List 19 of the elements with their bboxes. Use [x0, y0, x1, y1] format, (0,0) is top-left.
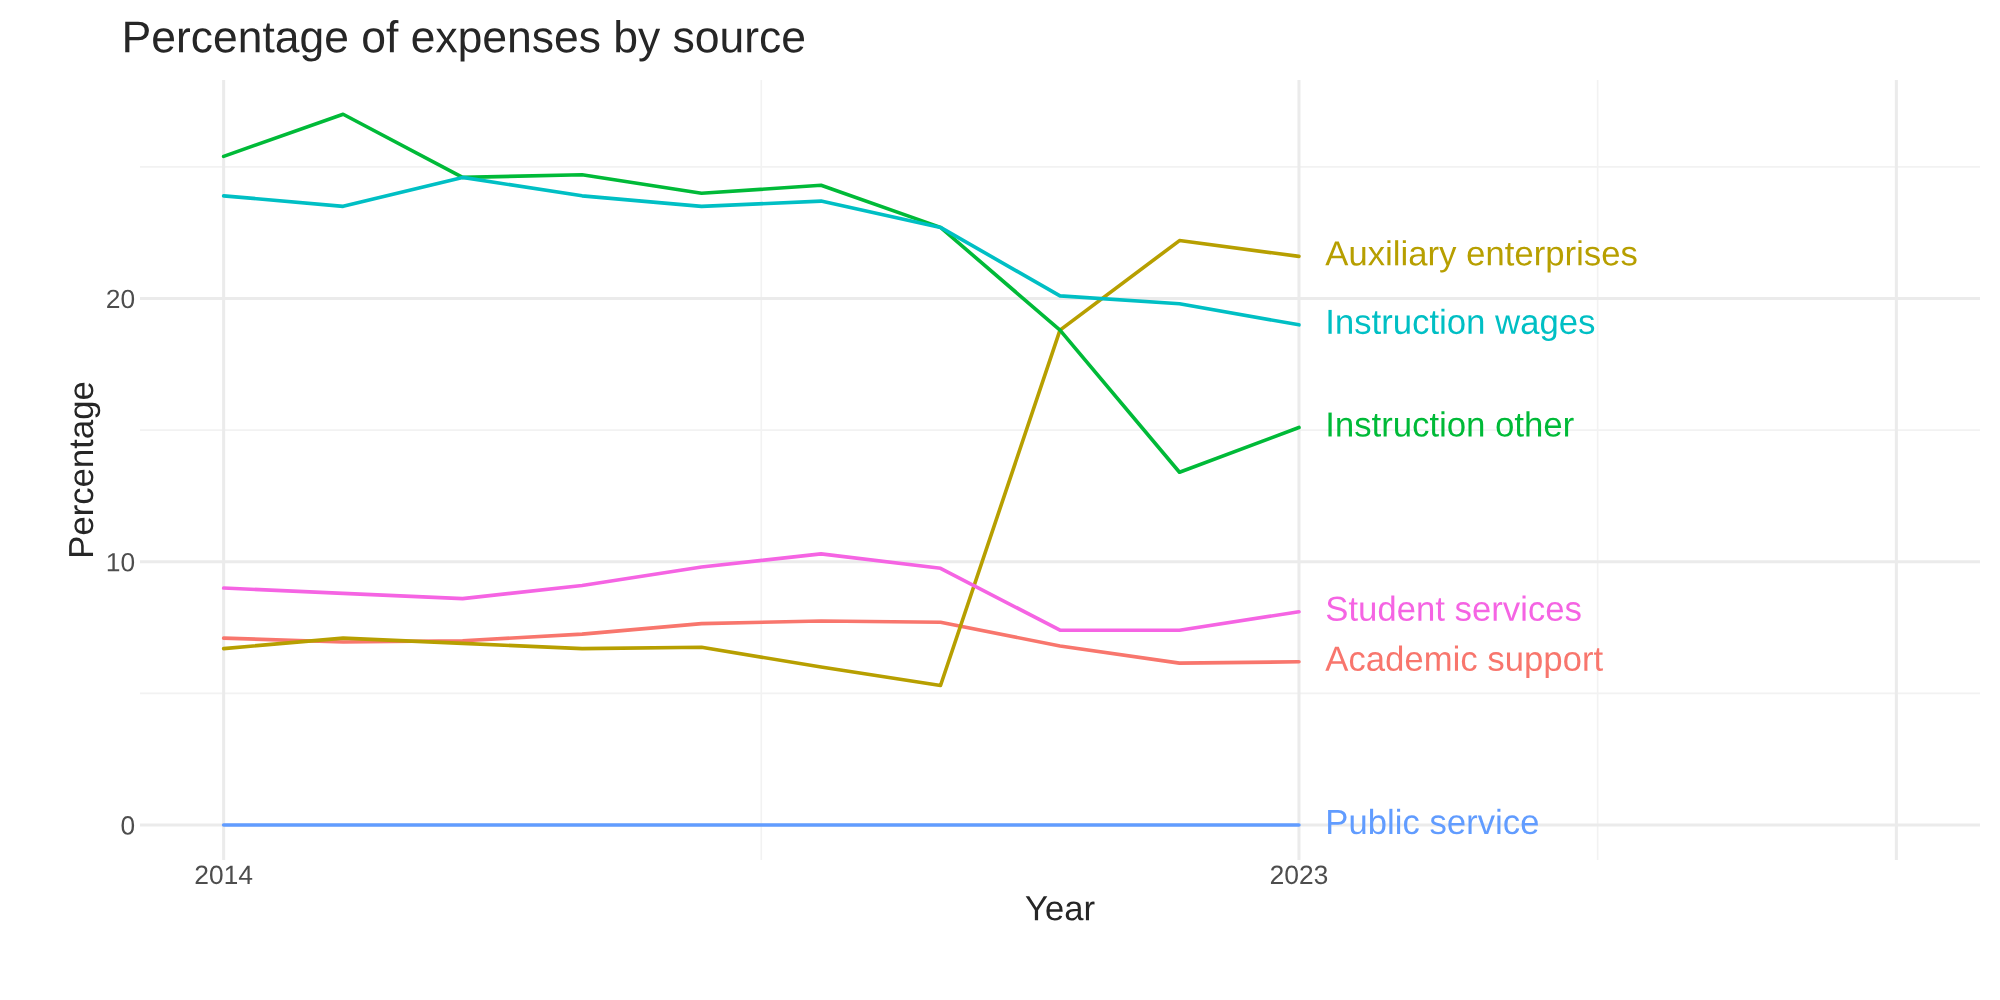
y-tick-label: 0: [121, 816, 135, 835]
line-series: [221, 112, 1301, 475]
line-series: [221, 619, 1301, 665]
line-series: [221, 175, 1301, 327]
chart-title: Percentage of expenses by source: [125, 20, 804, 62]
y-tick-label: 10: [107, 552, 135, 572]
x-tick-label: 2023: [1270, 865, 1328, 885]
series-label: Instruction other: [1328, 411, 1574, 437]
y-tick-label: 20: [107, 289, 135, 309]
y-axis-title: Percentage: [69, 382, 101, 556]
line-series: [221, 552, 1301, 632]
series-label: Auxiliary enterprises: [1325, 240, 1637, 273]
line-series: [221, 238, 1301, 688]
series-label: Public service: [1328, 808, 1538, 835]
series-label: Instruction wages: [1328, 308, 1595, 341]
x-tick-label: 2014: [195, 865, 253, 885]
series-label: Academic support: [1325, 645, 1603, 678]
x-axis-title: Year: [1025, 896, 1095, 921]
series-label: Student services: [1326, 595, 1581, 622]
